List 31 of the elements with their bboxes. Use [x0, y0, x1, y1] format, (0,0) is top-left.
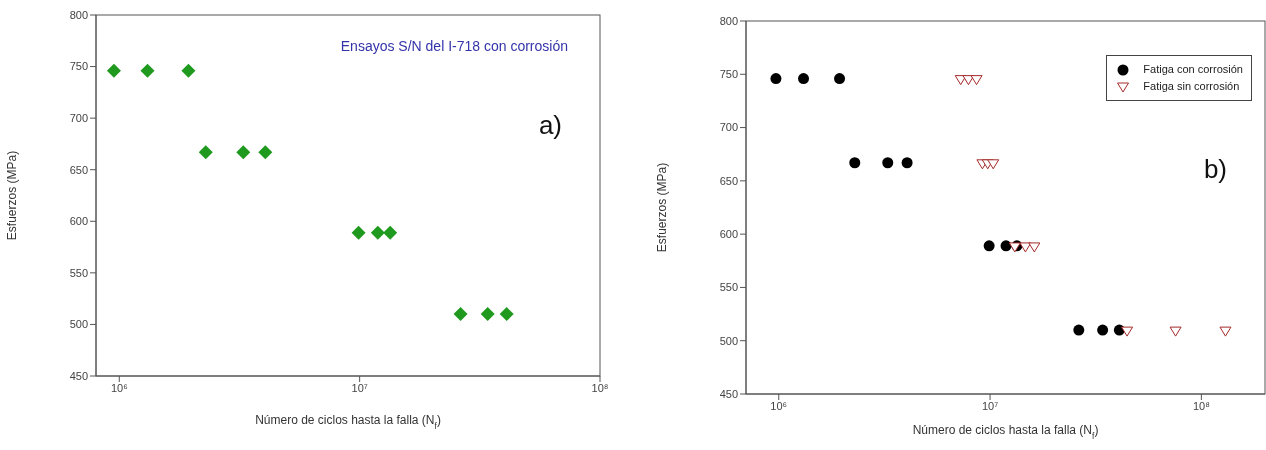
annotation: a) [538, 110, 562, 141]
legend-label: Fatiga sin corrosión [1143, 79, 1240, 94]
y-axis-title: Esfuerzos (MPa) [655, 162, 669, 253]
y-tick-label: 700 [69, 112, 88, 125]
y-tick-label: 650 [69, 163, 88, 176]
y-tick-label: 750 [719, 68, 738, 81]
legend-label: Fatiga con corrosión [1143, 62, 1243, 77]
x-tick-label: 10⁸ [591, 381, 609, 394]
annotation: Ensayos S/N del I-718 con corrosión [340, 38, 568, 54]
y-tick-label: 500 [719, 334, 738, 347]
y-tick-label: 550 [69, 266, 88, 279]
x-tick-label: 10⁶ [110, 381, 128, 394]
y-tick-label: 500 [69, 318, 88, 331]
y-tick-label: 600 [719, 228, 738, 241]
annotation: b) [1203, 153, 1227, 184]
y-tick-label: 800 [719, 14, 738, 27]
y-tick-label: 750 [69, 60, 88, 73]
y-tick-label: 650 [719, 174, 738, 187]
y-tick-label: 550 [719, 281, 738, 294]
y-tick-label: 600 [69, 215, 88, 228]
x-tick-label: 10⁸ [1192, 399, 1210, 412]
x-axis-title: Número de ciclos hasta la falla (N$_{f}$) [255, 413, 441, 431]
x-tick-label: 10⁷ [351, 381, 368, 394]
y-axis-title: Esfuerzos (MPa) [5, 150, 19, 241]
y-tick-label: 800 [69, 8, 88, 21]
y-tick-label: 450 [719, 387, 738, 400]
x-tick-label: 10⁷ [981, 399, 999, 412]
y-tick-label: 450 [69, 369, 88, 382]
x-tick-label: 10⁶ [770, 399, 788, 412]
y-tick-label: 700 [719, 121, 738, 134]
x-axis-title: Número de ciclos hasta la falla (N$_{f}$) [912, 423, 1099, 441]
